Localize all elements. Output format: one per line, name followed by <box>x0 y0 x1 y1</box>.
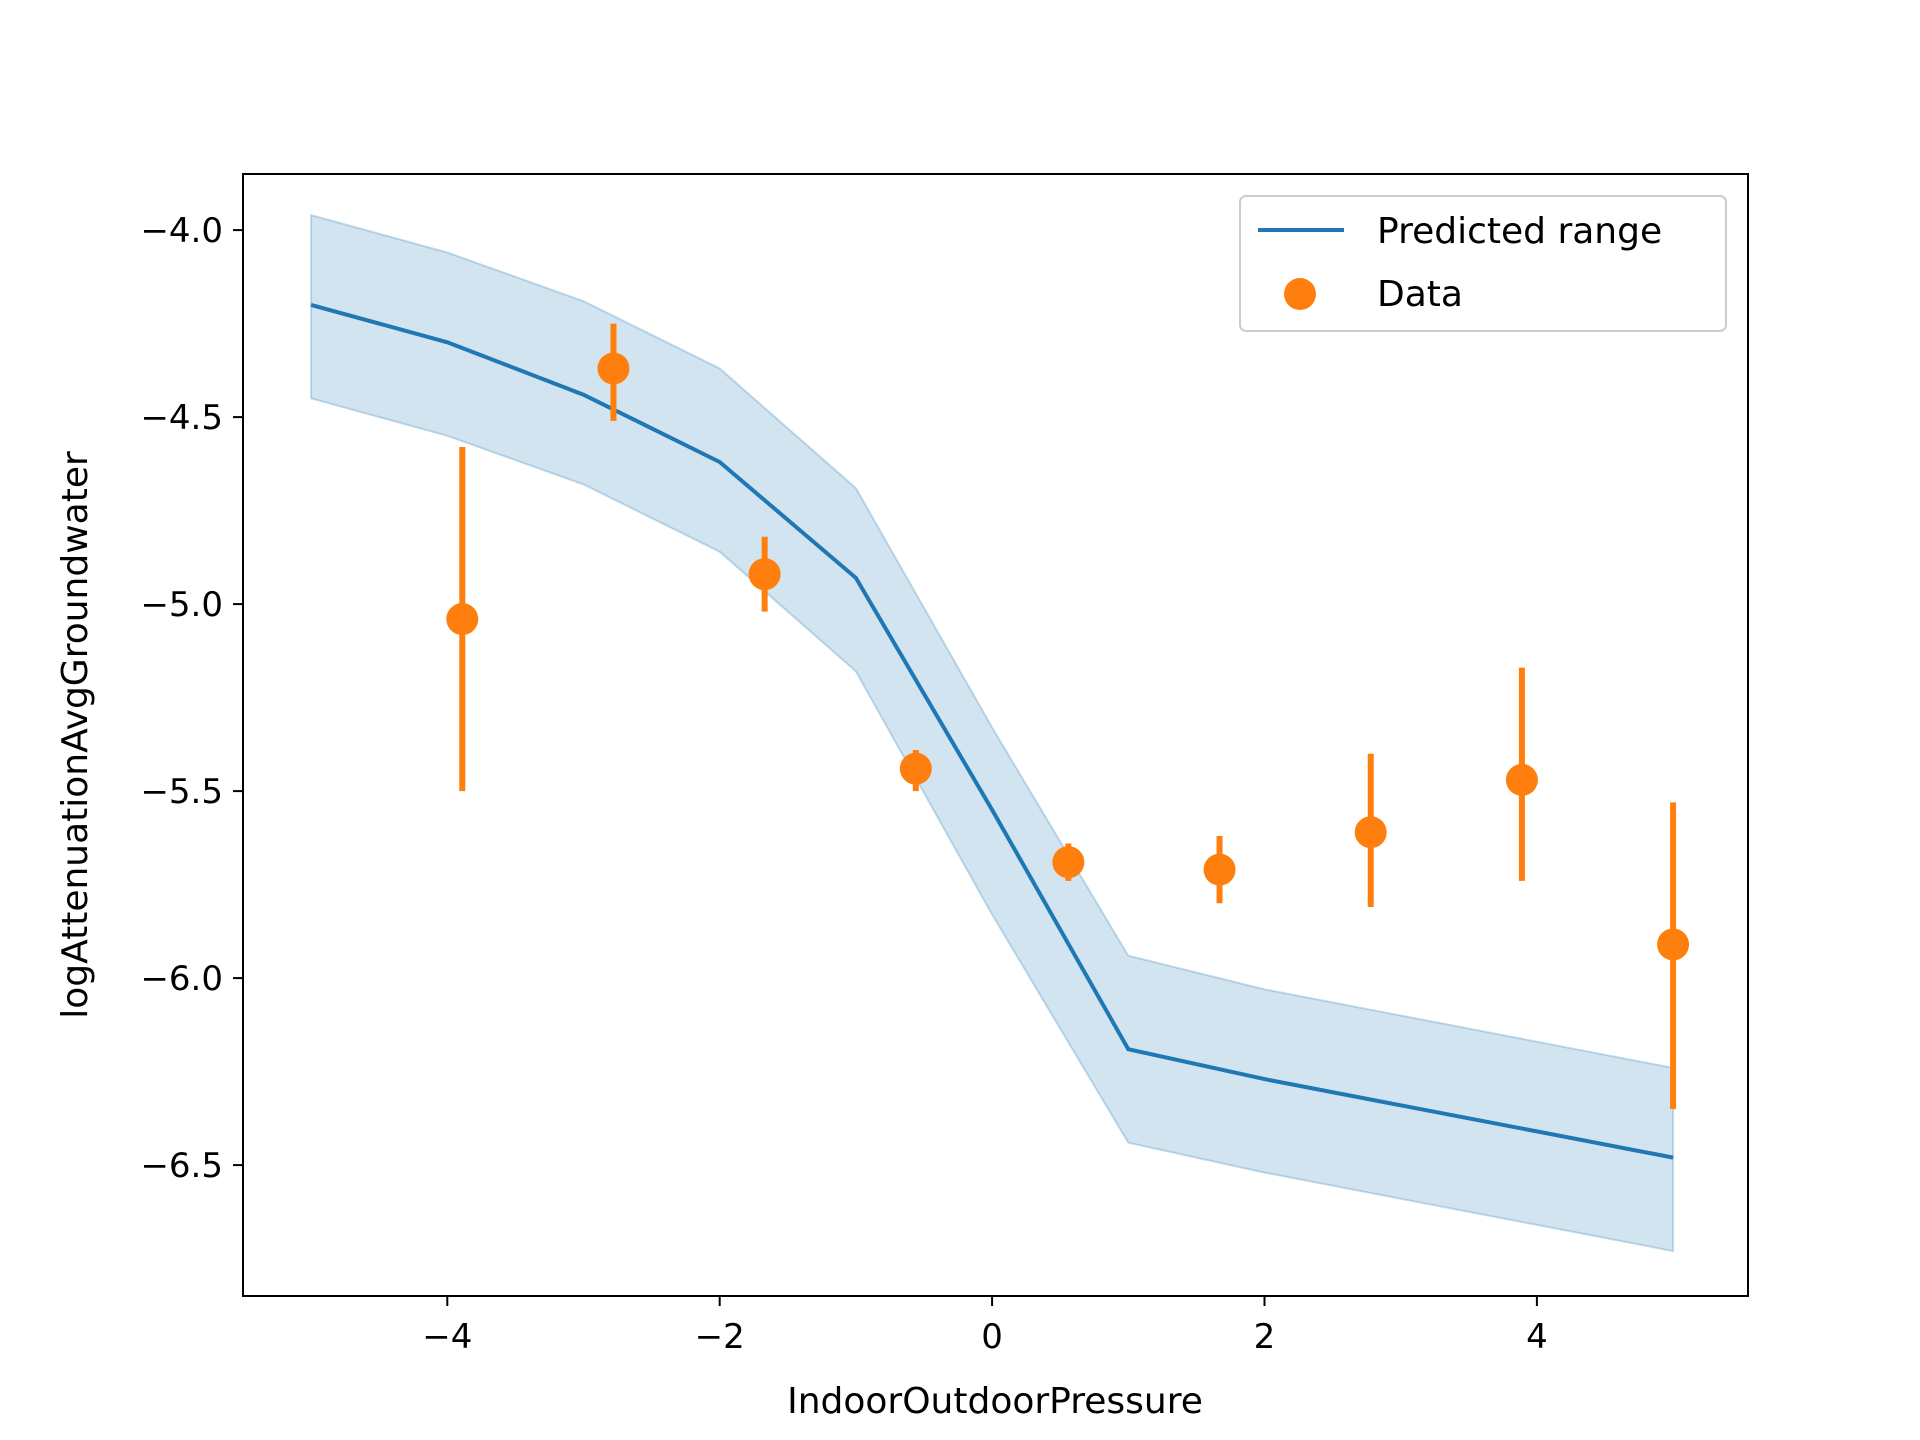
y-tick-label: −4.5 <box>140 398 223 438</box>
y-tick-label: −5.0 <box>140 585 223 625</box>
y-axis-label: logAttenuationAvgGroundwater <box>55 451 96 1019</box>
legend-label-predicted: Predicted range <box>1377 211 1662 252</box>
y-tick-label: −6.0 <box>140 959 223 999</box>
axis-ticks: −4 −2 0 2 4 −4.0 −4.5 −5.0 −5.5 −6.0 −6.5 <box>140 211 1547 1357</box>
y-tick-label: −4.0 <box>140 211 223 251</box>
x-tick-label: −4 <box>422 1317 472 1357</box>
y-tick-label: −6.5 <box>140 1146 223 1186</box>
legend-marker-swatch <box>1284 278 1316 310</box>
legend-label-data: Data <box>1377 274 1463 315</box>
x-tick-label: 0 <box>981 1317 1003 1357</box>
data-point <box>899 752 932 785</box>
legend: Predicted range Data <box>1239 195 1727 332</box>
data-point <box>1657 928 1690 961</box>
x-axis-label: IndoorOutdoorPressure <box>787 1381 1203 1422</box>
data-point <box>1203 853 1236 886</box>
x-tick-label: 2 <box>1254 1317 1276 1357</box>
y-tick-label: −5.5 <box>140 772 223 812</box>
predicted-line <box>310 302 1674 1160</box>
data-point <box>597 352 630 385</box>
predicted-band <box>310 213 1675 1253</box>
axes-frame <box>242 173 1749 1297</box>
x-tick-label: 4 <box>1526 1317 1548 1357</box>
data-point <box>446 603 479 636</box>
x-tick-label: −2 <box>695 1317 745 1357</box>
data-point <box>1354 816 1387 849</box>
data-point <box>748 558 781 591</box>
legend-frame <box>1239 195 1727 332</box>
data-point <box>1505 763 1538 796</box>
data-point <box>1052 846 1085 879</box>
plot-area <box>310 213 1690 1253</box>
